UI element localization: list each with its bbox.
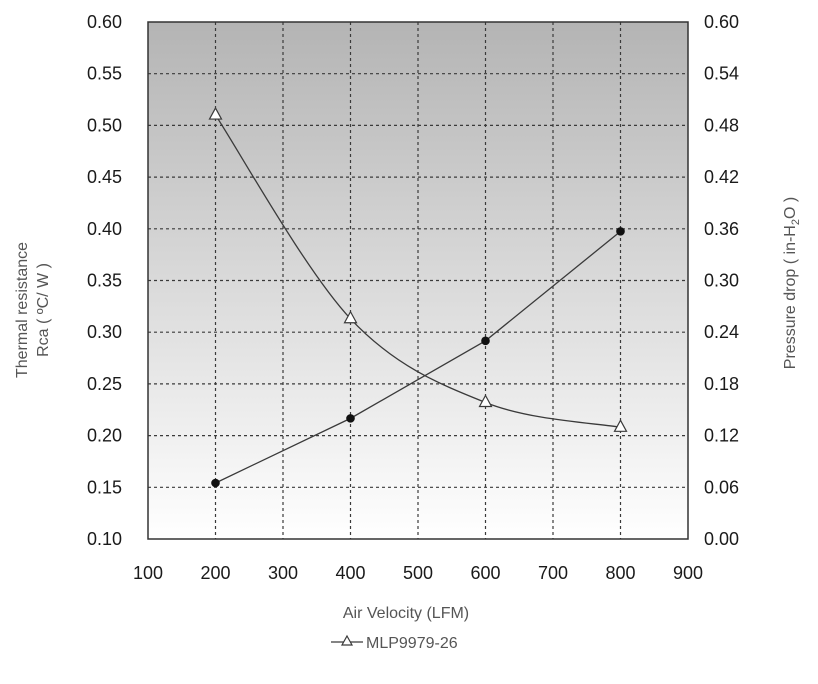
pressure-point-marker [346,414,355,423]
series-layer [208,106,628,488]
x-tick-label: 700 [538,563,568,583]
right-tick-label: 0.00 [704,529,739,549]
right-tick-label: 0.54 [704,64,739,84]
left-tick-label: 0.20 [87,426,122,446]
resistance-point-marker [613,419,628,432]
pressure-point-marker [481,336,490,346]
left-tick-label: 0.55 [87,64,122,84]
left-tick-label: 0.60 [87,12,122,32]
right-tick-label: 0.60 [704,12,739,32]
left-axis-title-line2: Rca ( ºC/ W ) [35,263,52,357]
right-tick-label: 0.48 [704,115,739,135]
left-axis-title-line1: Thermal resistance [14,242,31,378]
x-tick-label: 200 [200,563,230,583]
right-axis-title: Pressure drop ( in-H2O ) [782,197,802,369]
left-tick-label: 0.40 [87,219,122,239]
right-tick-label: 0.42 [704,167,739,187]
left-tick-label: 0.30 [87,322,122,342]
left-tick-label: 0.15 [87,477,122,497]
right-tick-label: 0.18 [704,374,739,394]
pressure-series-line [215,230,621,484]
x-tick-label: 800 [605,563,635,583]
x-tick-label: 300 [268,563,298,583]
resistance-point-marker [478,394,493,408]
right-tick-label: 0.30 [704,271,739,291]
x-tick-label: 900 [673,563,703,583]
legend-triangle-marker [340,634,354,646]
resistance-series-line [214,114,621,428]
x-axis-ticks: 100 200 300 400 500 600 700 800 900 [133,563,703,583]
pressure-point-marker [211,478,220,488]
pressure-point-marker [616,227,625,236]
left-tick-label: 0.45 [87,167,122,187]
right-tick-label: 0.12 [704,426,739,446]
right-tick-label: 0.36 [704,219,739,239]
right-axis-ticks: 0.00 0.06 0.12 0.18 0.24 0.30 0.36 0.42 0.48 0.54… [704,12,739,549]
left-axis-ticks: 0.10 0.15 0.20 0.25 0.30 0.35 0.40 0.45 0.50 0.55… [87,12,122,549]
left-tick-label: 0.25 [87,374,122,394]
left-tick-label: 0.35 [87,271,122,291]
x-tick-label: 600 [470,563,500,583]
legend-label: MLP9979-26 [366,635,458,652]
left-tick-label: 0.10 [87,529,122,549]
x-tick-label: 400 [335,563,365,583]
right-tick-label: 0.24 [704,322,739,342]
x-tick-label: 500 [403,563,433,583]
left-tick-label: 0.50 [87,115,122,135]
x-axis-title: Air Velocity (LFM) [343,605,469,622]
right-tick-label: 0.06 [704,477,739,497]
resistance-point-marker [343,310,358,324]
resistance-point-marker [208,106,223,120]
plot-frame [147,21,689,540]
grid-lines [148,22,688,539]
x-tick-label: 100 [133,563,163,583]
legend: MLP9979-26 [331,634,458,652]
